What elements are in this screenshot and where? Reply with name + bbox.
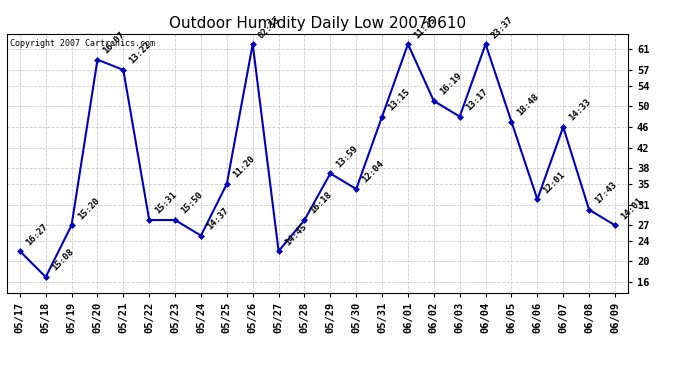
Text: 13:22: 13:22 (128, 40, 153, 66)
Text: 12:01: 12:01 (542, 170, 567, 195)
Text: 13:15: 13:15 (386, 87, 412, 112)
Text: 11:20: 11:20 (231, 154, 257, 180)
Text: 16:27: 16:27 (24, 222, 50, 247)
Title: Outdoor Humidity Daily Low 20070610: Outdoor Humidity Daily Low 20070610 (169, 16, 466, 31)
Text: 14:37: 14:37 (205, 206, 230, 231)
Text: 15:31: 15:31 (153, 190, 179, 216)
Text: Copyright 2007 Cartronics.com: Copyright 2007 Cartronics.com (10, 39, 155, 48)
Text: 15:50: 15:50 (179, 190, 205, 216)
Text: 15:08: 15:08 (50, 248, 75, 273)
Text: 14:01: 14:01 (619, 196, 644, 221)
Text: 17:43: 17:43 (593, 180, 619, 206)
Text: 14:45: 14:45 (283, 222, 308, 247)
Text: 16:07: 16:07 (101, 30, 127, 56)
Text: 14:33: 14:33 (567, 98, 593, 123)
Text: 02:33: 02:33 (257, 15, 282, 40)
Text: 16:18: 16:18 (308, 190, 334, 216)
Text: 12:04: 12:04 (360, 159, 386, 185)
Text: 13:59: 13:59 (335, 144, 360, 169)
Text: 11:25: 11:25 (412, 15, 437, 40)
Text: 13:17: 13:17 (464, 87, 489, 112)
Text: 23:37: 23:37 (490, 15, 515, 40)
Text: 18:48: 18:48 (515, 92, 541, 117)
Text: 15:20: 15:20 (76, 196, 101, 221)
Text: 16:19: 16:19 (438, 72, 464, 97)
